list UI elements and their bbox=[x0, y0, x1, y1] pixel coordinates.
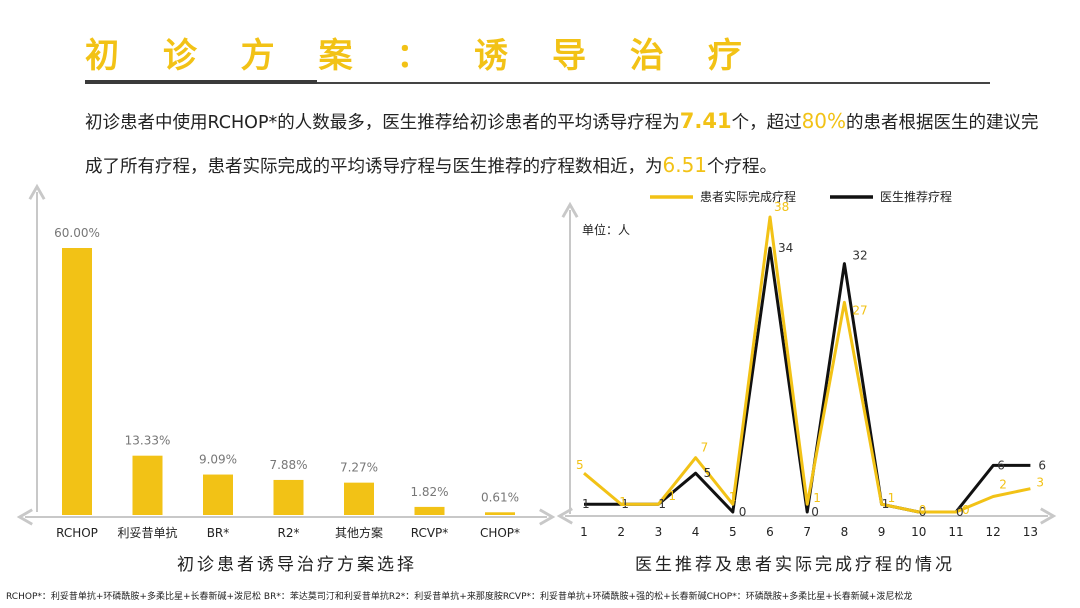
x-tick-label: 12 bbox=[986, 525, 1001, 539]
data-label-actual: 0 bbox=[962, 503, 970, 517]
data-label-recommended: 0 bbox=[919, 505, 927, 519]
bar bbox=[414, 506, 445, 515]
title-underline bbox=[317, 82, 990, 84]
x-tick-label: 3 bbox=[655, 525, 663, 539]
bar-category-label: RCVP* bbox=[411, 526, 449, 540]
x-tick-label: 6 bbox=[766, 525, 774, 539]
legend-label: 患者实际完成疗程 bbox=[700, 189, 796, 204]
legend-label: 医生推荐疗程 bbox=[880, 189, 952, 204]
bar-value-label: 7.27% bbox=[340, 461, 378, 475]
data-label-actual: 27 bbox=[852, 303, 867, 317]
series-line bbox=[584, 246, 1031, 514]
data-label-actual: 1 bbox=[888, 491, 896, 505]
data-label-actual: 7 bbox=[701, 441, 709, 455]
intro-text-2: 个，超过 bbox=[731, 113, 802, 133]
data-label-recommended: 1 bbox=[882, 497, 890, 511]
bar bbox=[132, 455, 163, 515]
data-label-recommended: 0 bbox=[956, 505, 964, 519]
bar-category-label: BR* bbox=[207, 526, 230, 540]
bar-category-label: 其他方案 bbox=[335, 525, 383, 540]
data-label-recommended: 32 bbox=[852, 249, 867, 263]
bar-chart: 初诊患者诱导治疗方案选择 60.00% RCHOP 13.33% 利妥昔单抗 9.09%… bbox=[16, 183, 556, 575]
line-chart: 单位：人 医生推荐及患者实际完成疗程的情况 1 2 3 4 5 6 7 8 9 10 11 12 13患… bbox=[556, 189, 1057, 575]
data-label-recommended: 5 bbox=[704, 466, 712, 480]
x-tick-label: 5 bbox=[729, 525, 737, 539]
x-tick-label: 7 bbox=[803, 525, 811, 539]
data-label-recommended: 0 bbox=[739, 505, 747, 519]
bar bbox=[485, 512, 515, 515]
x-tick-label: 2 bbox=[617, 525, 625, 539]
x-tick-label: 1 bbox=[580, 525, 588, 539]
bar-category-label: 利妥昔单抗 bbox=[117, 525, 177, 540]
line-chart-title: 医生推荐及患者实际完成疗程的情况 bbox=[635, 555, 955, 575]
unit-label: 单位：人 bbox=[582, 222, 630, 237]
x-tick-label: 9 bbox=[878, 525, 886, 539]
bar-value-label: 0.61% bbox=[481, 490, 519, 504]
data-label-actual: 1 bbox=[619, 495, 627, 509]
bar-value-label: 60.00% bbox=[54, 226, 100, 240]
bar-category-label: CHOP* bbox=[480, 526, 520, 540]
bar-chart-title: 初诊患者诱导治疗方案选择 bbox=[177, 555, 417, 575]
x-tick-label: 11 bbox=[948, 525, 963, 539]
series-line bbox=[583, 215, 1031, 514]
data-label-actual: 0 bbox=[919, 503, 927, 517]
intro-text-4: 个疗程。 bbox=[707, 157, 778, 177]
data-label-actual: 1 bbox=[729, 490, 737, 504]
x-tick-label: 10 bbox=[911, 525, 926, 539]
bar bbox=[203, 474, 233, 515]
intro-text-3: 的患者根据医生的建议完成了所有疗程，患者实际完成的平均诱导疗程与医生推荐的疗程数… bbox=[85, 113, 1039, 177]
bar bbox=[273, 479, 304, 515]
bar-value-label: 1.82% bbox=[410, 485, 448, 499]
data-label-recommended: 1 bbox=[658, 497, 666, 511]
page-title: 初 诊 方 案 ： 诱 导 治 疗 bbox=[85, 36, 758, 76]
bar bbox=[344, 482, 374, 515]
data-label-recommended: 1 bbox=[582, 497, 590, 511]
bar-category-label: R2* bbox=[278, 526, 300, 540]
avg-recommended-courses: 7.41 bbox=[679, 109, 732, 133]
data-label-recommended: 6 bbox=[1038, 458, 1046, 472]
data-label-actual: 5 bbox=[576, 458, 584, 472]
bar-category-label: RCHOP bbox=[56, 526, 98, 540]
x-tick-label: 4 bbox=[692, 525, 700, 539]
intro-paragraph: 初诊患者中使用RCHOP*的人数最多，医生推荐给初诊患者的平均诱导疗程为7.41… bbox=[85, 100, 1045, 188]
footnote: RCHOP*：利妥昔单抗+环磷酰胺+多柔比星+长春新碱+泼尼松 BR*：苯达莫司… bbox=[6, 592, 913, 602]
bar-value-label: 9.09% bbox=[199, 453, 237, 467]
title-underline-accent bbox=[85, 80, 317, 84]
data-label-actual: 3 bbox=[1036, 476, 1044, 490]
data-label-recommended: 0 bbox=[811, 505, 819, 519]
data-label-recommended: 34 bbox=[778, 241, 793, 255]
intro-text-1: 初诊患者中使用RCHOP*的人数最多，医生推荐给初诊患者的平均诱导疗程为 bbox=[85, 113, 680, 133]
x-tick-label: 8 bbox=[841, 525, 849, 539]
data-label-actual: 2 bbox=[999, 477, 1007, 491]
data-label-actual: 1 bbox=[813, 491, 821, 505]
completion-percent: 80% bbox=[801, 109, 847, 133]
data-label-recommended: 6 bbox=[997, 458, 1005, 472]
data-label-recommended: 1 bbox=[621, 497, 629, 511]
data-label-actual: 38 bbox=[774, 200, 789, 214]
x-tick-label: 13 bbox=[1023, 525, 1038, 539]
avg-actual-courses: 6.51 bbox=[662, 153, 708, 177]
data-label-actual: 1 bbox=[668, 489, 676, 503]
bar-value-label: 7.88% bbox=[269, 458, 307, 472]
bar bbox=[62, 248, 92, 515]
bar-value-label: 13.33% bbox=[125, 434, 171, 448]
